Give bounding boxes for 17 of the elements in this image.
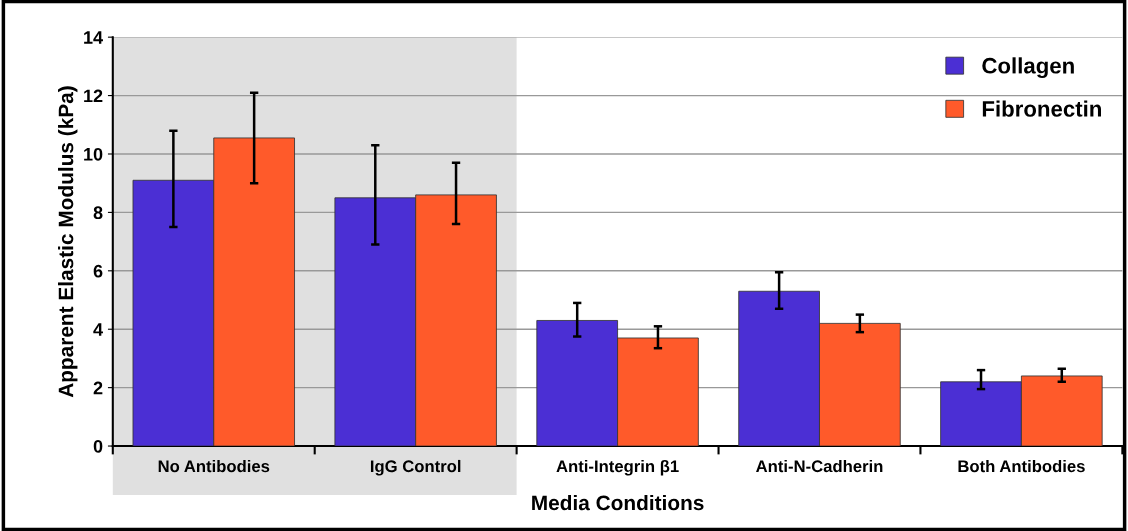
y-tick-label: 12 xyxy=(84,89,103,103)
x-tick-label: No Antibodies xyxy=(158,459,270,473)
x-tick-label: Both Antibodies xyxy=(958,459,1085,473)
x-axis-title: Media Conditions xyxy=(532,494,704,511)
x-tick-label: IgG Control xyxy=(370,459,461,476)
y-tick-label: 6 xyxy=(93,264,103,278)
y-tick-label: 10 xyxy=(84,147,103,161)
legend-label: Fibronectin xyxy=(982,100,1101,117)
y-tick-label: 0 xyxy=(93,439,103,453)
y-tick-label: 14 xyxy=(84,31,103,44)
x-tick-label: Anti-N-Cadherin xyxy=(756,459,883,473)
y-tick-label: 8 xyxy=(93,206,103,220)
x-tick-label: Anti-Integrin β1 xyxy=(556,459,679,476)
y-tick-label: 2 xyxy=(93,381,103,395)
y-tick-label: 4 xyxy=(93,323,103,336)
legend-label: Collagen xyxy=(982,57,1074,79)
y-axis-title: Apparent Elastic Modulus (kPa) xyxy=(58,86,78,398)
